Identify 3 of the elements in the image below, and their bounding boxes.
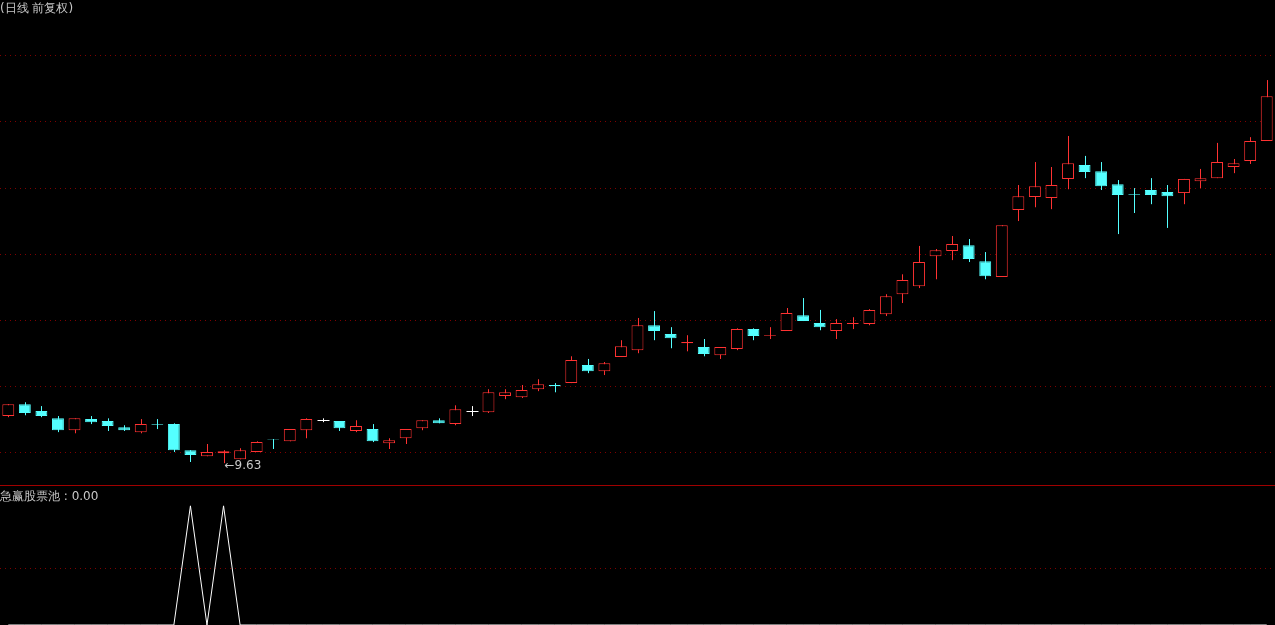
chart-title: (日线 前复权)	[0, 0, 74, 17]
annotation: ←9.63	[224, 458, 262, 473]
chart-title: 急赢股票池 : 0.00	[0, 488, 99, 505]
